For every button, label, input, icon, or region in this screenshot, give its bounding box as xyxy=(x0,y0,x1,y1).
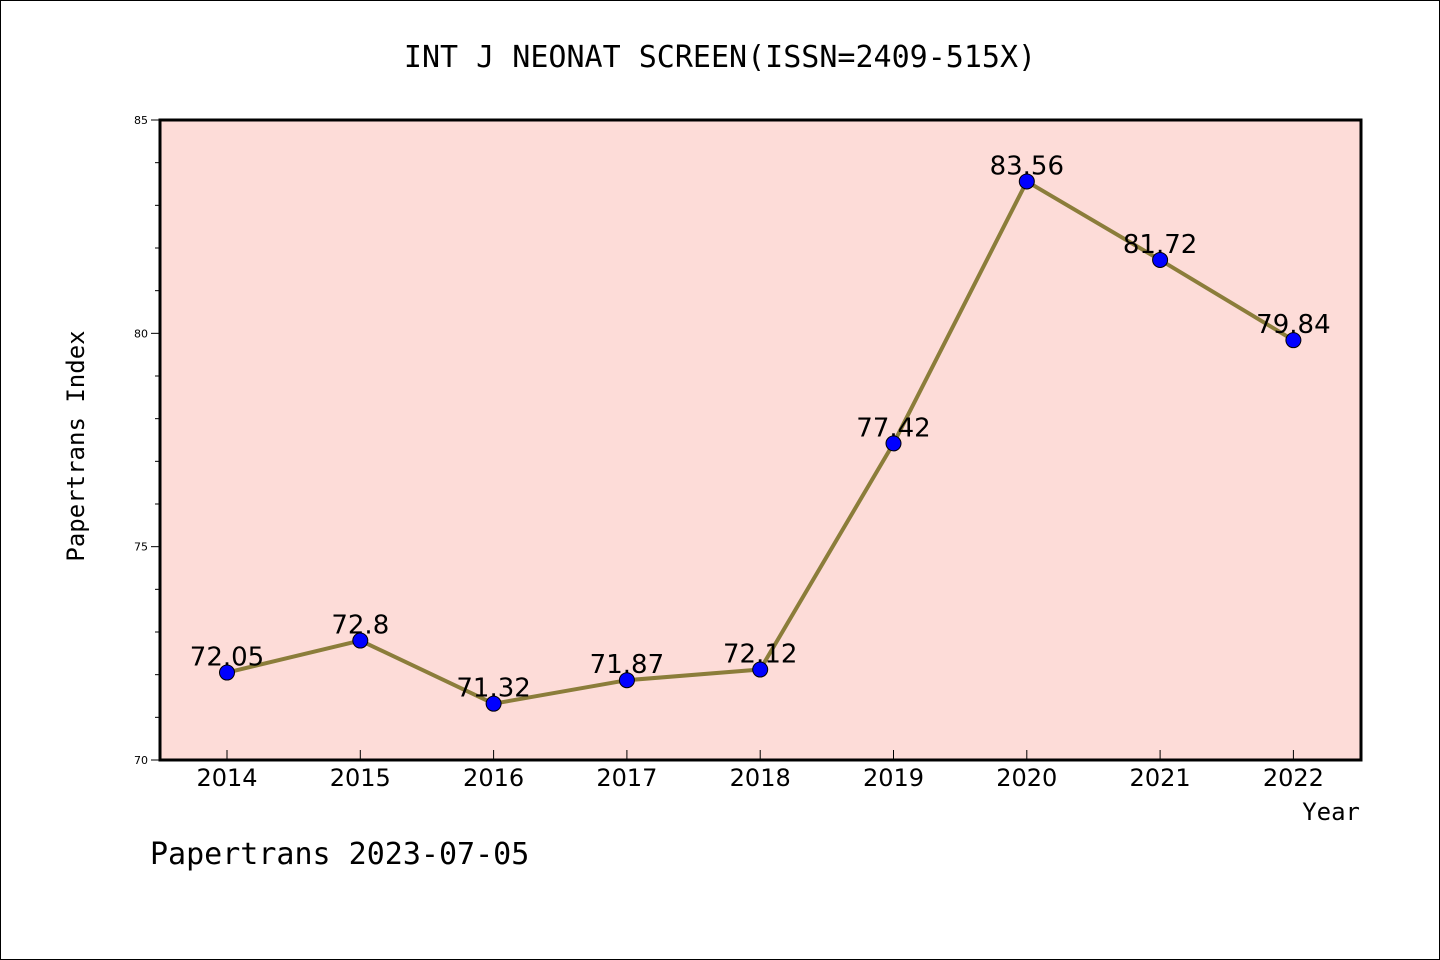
y-axis: 70 75 80 85 xyxy=(134,114,160,767)
data-label: 79.84 xyxy=(1256,310,1330,340)
data-point xyxy=(1152,251,1169,268)
x-tick-label: 2017 xyxy=(596,764,657,792)
x-tick-label: 2016 xyxy=(463,764,524,792)
y-tick-label: 75 xyxy=(134,541,148,554)
x-tick-label: 2022 xyxy=(1263,764,1324,792)
x-tick-label: 2015 xyxy=(330,764,391,792)
data-label: 81.72 xyxy=(1123,230,1197,260)
plot-area xyxy=(160,120,1361,760)
data-label: 71.87 xyxy=(590,650,664,680)
plot-border xyxy=(158,118,1363,762)
data-point xyxy=(1018,173,1035,190)
x-tick-label: 2019 xyxy=(863,764,924,792)
chart-title: INT J NEONAT SCREEN(ISSN=2409-515X) xyxy=(404,40,1036,75)
x-tick-label: 2018 xyxy=(730,764,791,792)
x-axis: 2014 2015 2016 2017 2018 2019 2020 2021 2022 xyxy=(196,750,1324,792)
data-point xyxy=(219,664,235,681)
data-point xyxy=(1285,332,1302,349)
x-axis-label: Year xyxy=(1302,798,1360,826)
data-point xyxy=(752,661,769,678)
data-point xyxy=(885,435,902,452)
data-label: 72.05 xyxy=(190,643,264,673)
data-point xyxy=(618,672,635,689)
data-label: 83.56 xyxy=(990,151,1064,181)
y-tick-label: 70 xyxy=(134,754,148,767)
series xyxy=(219,173,1302,712)
data-label: 72.12 xyxy=(723,640,797,670)
x-tick-label: 2020 xyxy=(996,764,1057,792)
x-tick-label: 2014 xyxy=(196,764,257,792)
data-point xyxy=(485,695,502,712)
y-axis-label: Papertrans Index xyxy=(62,330,90,561)
data-label: 72.8 xyxy=(331,611,389,641)
data-point xyxy=(352,632,369,649)
footer-text: Papertrans 2023-07-05 xyxy=(150,837,529,872)
y-tick-label: 80 xyxy=(134,327,148,340)
data-label: 77.42 xyxy=(856,413,930,443)
data-labels: 72.05 72.8 71.32 71.87 72.12 77.42 83.56 81.72 7… xyxy=(190,151,1331,703)
y-tick-label: 85 xyxy=(134,114,148,127)
data-label: 71.32 xyxy=(456,674,530,704)
x-tick-label: 2021 xyxy=(1130,764,1191,792)
